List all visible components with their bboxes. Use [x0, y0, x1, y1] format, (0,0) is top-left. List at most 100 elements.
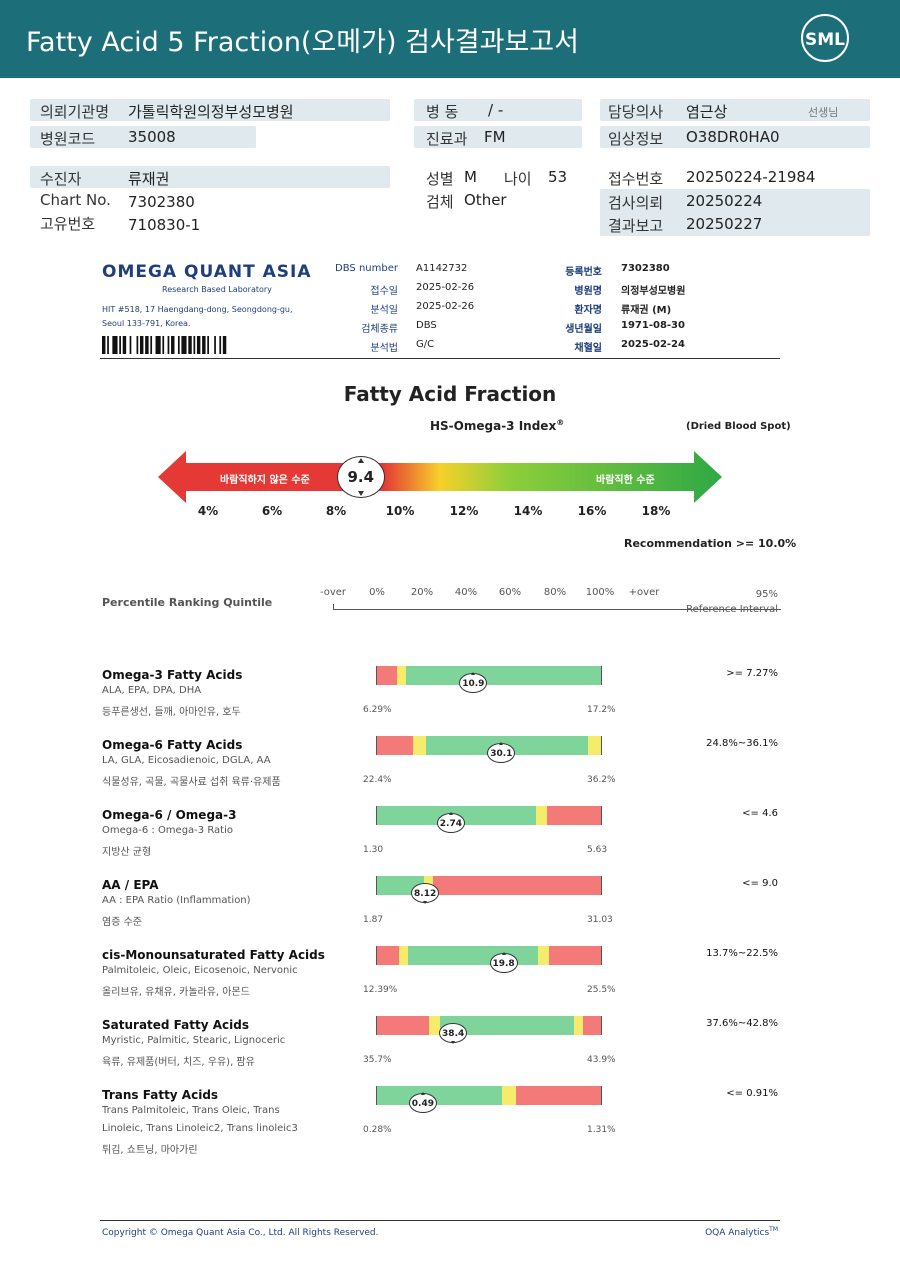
lab-field-value: 2025-02-26 [416, 282, 475, 293]
gauge-bar [377, 1086, 601, 1105]
arrow-down-icon [451, 1041, 456, 1044]
receipt-label: 접수번호 [608, 170, 664, 188]
gauge-segment [377, 946, 400, 965]
info-bar [414, 126, 582, 148]
info-bar [30, 126, 256, 148]
percentile-axis-line [333, 609, 781, 610]
sml-logo-icon: SML [800, 13, 850, 63]
gauge-segment [583, 1016, 601, 1035]
clinical-value: O38DR0HA0 [686, 128, 780, 146]
gauge-segment [574, 1016, 584, 1035]
marker-value: 0.49 [411, 1099, 435, 1109]
recommendation: Recommendation >= 10.0% [624, 537, 797, 550]
barcode-icon [102, 336, 228, 354]
lab-field-value: 2025-02-24 [621, 339, 685, 350]
doctor-label: 담당의사 [608, 103, 664, 121]
index-value-marker: 9.4 [336, 456, 385, 498]
row-subtitle: ALA, EPA, DPA, DHA [102, 685, 202, 696]
gauge-segment [587, 736, 601, 755]
logo-text: SML [805, 30, 845, 50]
gauge-segment [377, 1086, 503, 1105]
request-value: 20250224 [686, 192, 763, 210]
row-title: cis-Monounsaturated Fatty Acids [102, 948, 325, 962]
lab-field-value: A1142732 [416, 263, 468, 274]
lab-name: OMEGA QUANT ASIA [102, 262, 312, 282]
gauge-segment [399, 946, 409, 965]
row-title: AA / EPA [102, 878, 159, 892]
report-label: 결과보고 [608, 217, 664, 235]
gauge-left-edge [376, 736, 377, 755]
marker-value: 19.8 [492, 959, 515, 969]
gauge-segment [406, 666, 601, 685]
info-bar [414, 99, 582, 121]
row-subtitle: AA : EPA Ratio (Inflammation) [102, 895, 251, 906]
gauge-right-edge [601, 736, 602, 755]
gauge-right-edge [601, 946, 602, 965]
reference-label-1: 95% [755, 589, 778, 600]
row-title: Omega-6 / Omega-3 [102, 808, 237, 822]
index-tick-label: 18% [641, 504, 671, 518]
lab-field-label: 생년월일 [565, 324, 602, 335]
range-min: 6.29% [363, 705, 392, 715]
gauge-left-edge [376, 806, 377, 825]
lab-field-value: 7302380 [621, 263, 670, 274]
lab-field-value: DBS [416, 320, 437, 331]
arrow-up-icon [448, 812, 453, 815]
gauge-segment [515, 1086, 601, 1105]
chart-value: 7302380 [128, 193, 195, 211]
sex-label: 성별 [426, 170, 454, 188]
lab-field-value: 의정부성모병원 [621, 286, 686, 297]
page-title: Fatty Acid 5 Fraction(오메가) 검사결과보고서 [26, 27, 579, 58]
value-marker: 2.74 [436, 812, 465, 833]
range-max: 36.2% [587, 775, 616, 785]
range-max: 5.63 [587, 845, 608, 855]
gauge-right-edge [601, 1086, 602, 1105]
specimen-label: 검체 [426, 193, 454, 211]
gauge-segment [536, 806, 548, 825]
info-bar [600, 189, 870, 236]
range-min: 1.30 [363, 845, 384, 855]
row-note-2: 튀김, 쇼트닝, 마아가린 [102, 1145, 198, 1156]
lab-field-label: 등록번호 [565, 267, 602, 278]
lab-tagline: Research Based Laboratory [162, 285, 272, 294]
range-min: 22.4% [363, 775, 392, 785]
lab-field-value: 2025-02-26 [416, 301, 475, 312]
reference-interval: 24.8%~36.1% [706, 738, 778, 749]
lab-field-label: 접수일 [370, 286, 398, 297]
bad-level-label: 바람직하지 않은 수준 [220, 475, 310, 486]
lab-field-value: 류재권 (M) [621, 305, 672, 316]
index-tick-label: 8% [325, 504, 347, 518]
index-tick-label: 6% [261, 504, 283, 518]
percentile-tick-label: 60% [498, 587, 522, 598]
dept-label: 진료과 [426, 130, 468, 148]
row-title: Trans Fatty Acids [102, 1088, 219, 1102]
report-value: 20250227 [686, 215, 763, 233]
good-level-label: 바람직한 수준 [596, 475, 655, 486]
row-subtitle: LA, GLA, Eicosadienoic, DGLA, AA [102, 755, 271, 766]
reference-interval: >= 7.27% [726, 668, 778, 679]
row-title: Saturated Fatty Acids [102, 1018, 249, 1032]
gauge-segment [549, 946, 601, 965]
sex-value: M [464, 168, 477, 186]
chart-label: Chart No. [40, 191, 111, 209]
value-marker: 8.12 [411, 883, 440, 904]
reference-label-2: Reference Interval [686, 604, 778, 615]
gauge-left-edge [376, 946, 377, 965]
value-marker: 30.1 [487, 742, 516, 763]
patient-value: 류재권 [128, 170, 170, 188]
lab-address-2: Seoul 133-791, Korea. [102, 319, 191, 328]
request-label: 검사의뢰 [608, 194, 664, 212]
gauge-segment [412, 736, 427, 755]
gauge-segment [502, 1086, 516, 1105]
gauge-left-edge [376, 876, 377, 895]
gauge-segment [408, 946, 539, 965]
value-marker: 0.49 [408, 1092, 437, 1113]
lab-field-value: G/C [416, 339, 435, 350]
lab-field-label: 검체종류 [361, 324, 398, 335]
percentile-tick-label: 100% [585, 587, 615, 598]
arrow-up-icon [499, 742, 504, 745]
copyright: Copyright © Omega Quant Asia Co., Ltd. A… [102, 1228, 379, 1238]
doctor-suffix: 선생님 [808, 106, 839, 119]
index-value: 9.4 [347, 468, 375, 486]
percentile-tick-label: +over [628, 587, 660, 598]
